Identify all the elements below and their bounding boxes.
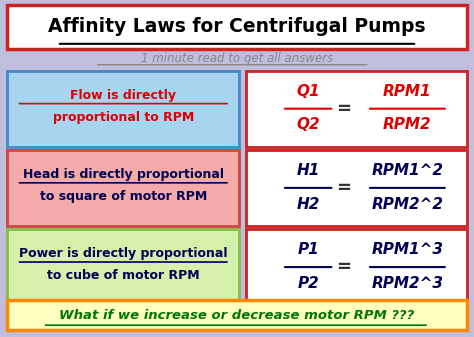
Text: RPM1^3: RPM1^3 xyxy=(372,242,443,257)
Bar xyxy=(246,71,467,147)
Text: Affinity Laws for Centrifugal Pumps: Affinity Laws for Centrifugal Pumps xyxy=(48,18,426,36)
Text: to square of motor RPM: to square of motor RPM xyxy=(40,190,207,203)
Text: 1 minute read to get all answers: 1 minute read to get all answers xyxy=(141,53,333,65)
Text: RPM2^3: RPM2^3 xyxy=(372,276,443,291)
Bar xyxy=(7,229,239,305)
Text: P1: P1 xyxy=(297,242,319,257)
Text: to cube of motor RPM: to cube of motor RPM xyxy=(47,269,200,282)
Text: RPM1: RPM1 xyxy=(383,84,432,99)
Text: What if we increase or decrease motor RPM ???: What if we increase or decrease motor RP… xyxy=(59,309,415,321)
Text: P2: P2 xyxy=(297,276,319,291)
Text: =: = xyxy=(336,258,351,276)
Text: =: = xyxy=(336,179,351,197)
Bar xyxy=(246,150,467,226)
Text: Flow is directly: Flow is directly xyxy=(70,89,176,102)
Bar xyxy=(7,71,239,147)
Text: RPM1^2: RPM1^2 xyxy=(372,163,443,178)
Text: Q1: Q1 xyxy=(296,84,320,99)
Text: Head is directly proportional: Head is directly proportional xyxy=(23,168,224,181)
Text: H1: H1 xyxy=(297,163,320,178)
Text: H2: H2 xyxy=(297,196,320,212)
Bar xyxy=(7,5,467,49)
Text: Q2: Q2 xyxy=(296,117,320,132)
Text: Power is directly proportional: Power is directly proportional xyxy=(19,247,228,260)
Bar xyxy=(246,229,467,305)
Text: =: = xyxy=(336,100,351,118)
Text: proportional to RPM: proportional to RPM xyxy=(53,111,194,124)
Text: RPM2^2: RPM2^2 xyxy=(372,196,443,212)
Bar xyxy=(7,300,467,330)
Text: RPM2: RPM2 xyxy=(383,117,432,132)
Bar xyxy=(7,150,239,226)
